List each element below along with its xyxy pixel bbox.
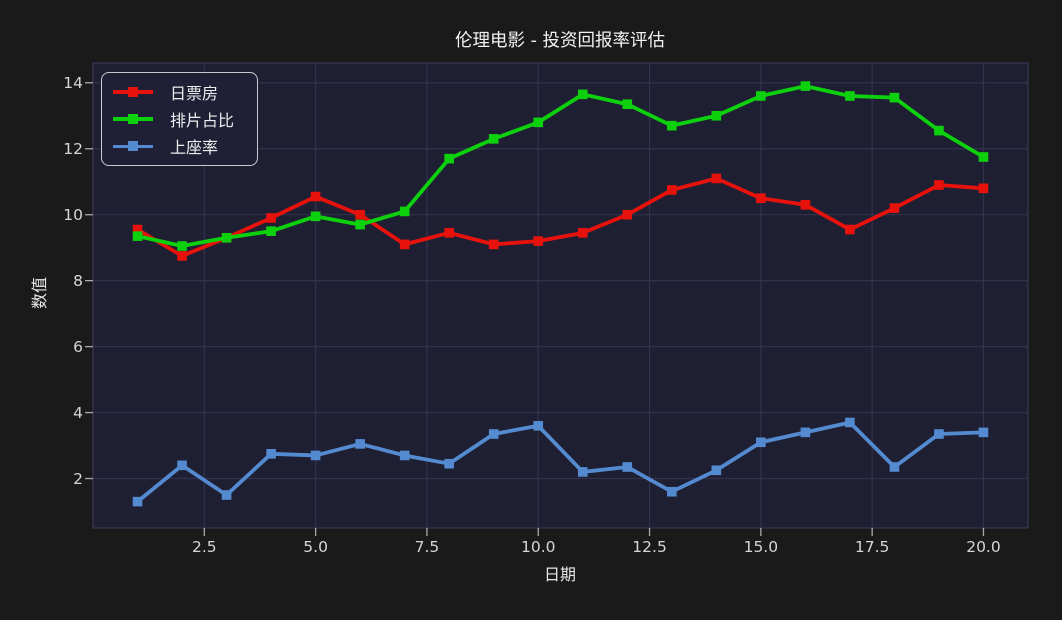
series-marker-1 [488, 134, 499, 144]
series-marker-1 [266, 226, 276, 236]
legend-line-marker-icon [113, 86, 153, 98]
x-axis-label: 日期 [543, 565, 577, 584]
y-tick-label: 6 [73, 337, 83, 356]
series-marker-2 [310, 450, 321, 461]
y-tick-label: 8 [73, 271, 83, 290]
series-marker-0 [800, 200, 811, 210]
y-tick-label: 14 [63, 73, 83, 92]
y-tick-label: 4 [73, 403, 83, 422]
x-tick-label: 10.0 [520, 538, 556, 556]
x-tick-label: 2.5 [191, 538, 217, 556]
series-marker-0 [444, 228, 454, 238]
x-tick-label: 20.0 [966, 538, 1001, 556]
legend-line-marker-icon [113, 140, 153, 152]
y-tick-label: 2 [73, 469, 83, 488]
series-marker-0 [934, 180, 944, 190]
series-marker-0 [399, 239, 410, 250]
series-marker-0 [667, 185, 677, 195]
x-tick-label: 5.0 [303, 538, 328, 556]
series-marker-0 [177, 251, 187, 261]
series-marker-2 [889, 462, 900, 472]
series-marker-1 [934, 125, 944, 136]
series-marker-0 [622, 209, 633, 220]
series-marker-0 [355, 209, 365, 220]
x-tick-label: 15.0 [743, 538, 779, 556]
legend-label: 排片占比 [170, 110, 235, 130]
series-marker-2 [934, 429, 944, 439]
series-marker-2 [845, 417, 855, 428]
series-line-1 [135, 84, 986, 248]
series-marker-2 [266, 448, 276, 459]
series-line-2 [135, 420, 986, 504]
series-marker-2 [756, 437, 766, 448]
series-marker-1 [399, 206, 410, 217]
series-marker-2 [533, 420, 544, 431]
legend-item-screening-share: 排片占比 [102, 106, 257, 132]
series-marker-0 [845, 224, 855, 235]
series-marker-1 [978, 152, 989, 162]
y-axis-label: 数值 [30, 276, 49, 310]
series-marker-0 [756, 193, 766, 204]
series-marker-2 [978, 427, 989, 438]
series-marker-2 [177, 460, 187, 471]
series-marker-2 [355, 439, 365, 449]
series-marker-1 [711, 110, 722, 121]
series-marker-0 [488, 239, 499, 250]
series-marker-2 [488, 429, 499, 439]
series-marker-1 [444, 153, 454, 164]
series-marker-1 [800, 81, 811, 91]
chart-title: 伦理电影 - 投资回报率评估 [455, 31, 665, 51]
series-marker-2 [800, 427, 811, 438]
legend-item-daily-boxoffice: 日票房 [102, 79, 257, 105]
series-line-0 [135, 176, 986, 258]
series-marker-1 [845, 91, 855, 101]
series-marker-0 [533, 236, 544, 246]
series-marker-2 [221, 490, 232, 500]
legend-item-attendance-rate: 上座率 [102, 133, 257, 159]
series-marker-0 [132, 224, 143, 235]
series-marker-1 [177, 241, 187, 251]
series-marker-1 [889, 92, 900, 103]
series-marker-1 [533, 117, 544, 128]
legend: 日票房 排片占比 上座率 [101, 72, 258, 166]
series-marker-1 [355, 219, 365, 230]
series-marker-0 [978, 183, 989, 194]
series-marker-2 [444, 458, 454, 469]
series-marker-2 [399, 450, 410, 461]
legend-label: 上座率 [170, 138, 219, 158]
series-marker-2 [711, 465, 722, 476]
series-marker-2 [622, 462, 633, 472]
y-tick-label: 12 [63, 139, 83, 158]
legend-label: 日票房 [170, 83, 219, 103]
series-marker-2 [667, 486, 677, 497]
series-marker-2 [577, 467, 588, 477]
series-marker-0 [310, 191, 321, 202]
series-marker-1 [756, 91, 766, 101]
x-tick-label: 17.5 [854, 538, 890, 556]
series-marker-1 [667, 120, 677, 131]
series-marker-2 [132, 496, 143, 507]
x-tick-label: 12.5 [632, 538, 667, 556]
series-marker-0 [889, 203, 900, 213]
series-marker-0 [577, 228, 588, 238]
series-marker-0 [266, 213, 276, 223]
y-tick-label: 10 [63, 205, 83, 224]
legend-line-marker-icon [113, 113, 153, 125]
series-marker-1 [132, 231, 143, 241]
series-marker-1 [577, 89, 588, 100]
series-marker-0 [711, 173, 722, 184]
x-tick-label: 7.5 [414, 538, 440, 556]
series-marker-1 [221, 232, 232, 243]
series-marker-1 [622, 99, 633, 110]
series-marker-1 [310, 211, 321, 222]
